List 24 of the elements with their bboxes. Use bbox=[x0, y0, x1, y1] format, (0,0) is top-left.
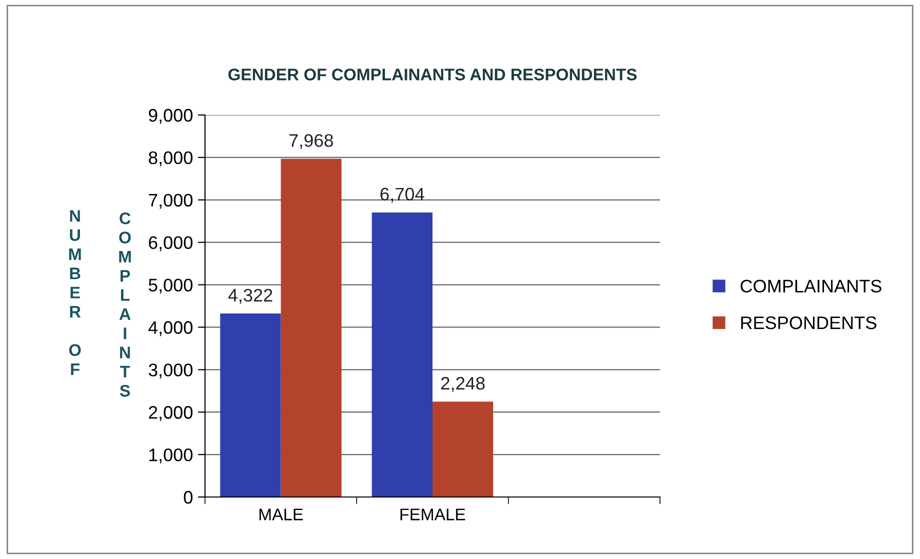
bar bbox=[372, 212, 432, 497]
y-tick-label: 7,000 bbox=[148, 194, 192, 209]
data-label: 7,968 bbox=[290, 134, 333, 150]
y-tick-label: 1,000 bbox=[149, 448, 192, 464]
x-tick-label: MALE bbox=[260, 508, 303, 520]
bar bbox=[220, 314, 281, 497]
y-tick-label: 2,000 bbox=[148, 406, 192, 421]
y-tick-label: 3,000 bbox=[148, 364, 192, 379]
y-tick-label: 4,000 bbox=[148, 321, 192, 336]
chart-title: GENDER OF COMPLAINANTS AND RESPONDENTS bbox=[228, 68, 637, 80]
legend-label: RESPONDENTS bbox=[741, 316, 876, 330]
y-tick-label: 6,000 bbox=[148, 236, 192, 252]
bar bbox=[432, 402, 494, 497]
data-label: 6,704 bbox=[380, 188, 424, 203]
y-tick-label: 8,000 bbox=[148, 151, 192, 166]
data-label: 2,248 bbox=[441, 376, 485, 392]
y-tick-label: 5,000 bbox=[148, 278, 192, 294]
legend-label: COMPLAINANTS bbox=[740, 280, 882, 292]
text: NUMBER OF COMPLAINTS bbox=[69, 210, 131, 397]
x-tick-label: FEMALE bbox=[400, 508, 466, 520]
data-label: 4,322 bbox=[228, 288, 272, 304]
y-tick-label: 0 bbox=[184, 490, 192, 504]
bar bbox=[280, 158, 342, 497]
y-tick-label: 9,000 bbox=[148, 108, 192, 124]
